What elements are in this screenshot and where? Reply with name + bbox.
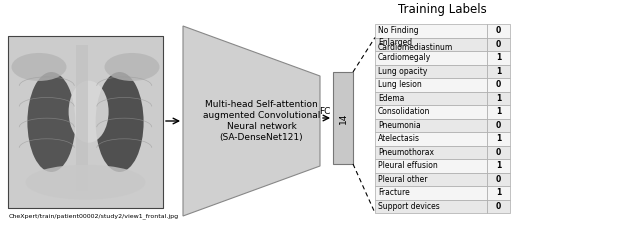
Bar	[375, 78, 487, 92]
Text: Multi-head Self-attention: Multi-head Self-attention	[205, 100, 318, 109]
Text: 1: 1	[496, 94, 501, 103]
Bar	[375, 132, 487, 146]
Text: 1: 1	[496, 188, 501, 197]
Bar	[375, 105, 487, 118]
Bar	[487, 64, 510, 78]
Bar	[375, 186, 487, 199]
Text: 1: 1	[496, 107, 501, 116]
Bar	[375, 24, 487, 38]
Bar	[76, 45, 88, 191]
Bar	[375, 173, 487, 186]
Bar	[487, 159, 510, 173]
Bar	[375, 199, 487, 213]
Bar	[375, 118, 487, 132]
Text: Training Labels: Training Labels	[398, 4, 487, 17]
Text: Pneumothorax: Pneumothorax	[378, 148, 434, 157]
Text: No Finding: No Finding	[378, 26, 419, 35]
Text: Consolidation: Consolidation	[378, 107, 430, 116]
Bar	[375, 38, 487, 51]
Text: Edema: Edema	[378, 94, 404, 103]
Bar	[487, 132, 510, 146]
Text: Cardiomediastinum: Cardiomediastinum	[378, 43, 453, 52]
Bar	[375, 92, 487, 105]
Bar	[375, 159, 487, 173]
Text: 0: 0	[496, 121, 501, 130]
Ellipse shape	[12, 53, 67, 81]
Bar	[487, 173, 510, 186]
Polygon shape	[183, 26, 320, 216]
Text: 1: 1	[496, 161, 501, 170]
Text: Enlarged: Enlarged	[378, 38, 412, 47]
Text: Pleural effusion: Pleural effusion	[378, 161, 438, 170]
Text: (SA-DenseNet121): (SA-DenseNet121)	[220, 133, 303, 142]
Bar	[8, 36, 163, 208]
Bar	[487, 78, 510, 92]
Text: 0: 0	[496, 40, 501, 49]
Bar	[487, 199, 510, 213]
Bar	[487, 92, 510, 105]
Text: 0: 0	[496, 26, 501, 35]
Bar	[333, 72, 353, 164]
Bar	[487, 105, 510, 118]
Text: Lung lesion: Lung lesion	[378, 80, 422, 89]
Text: 0: 0	[496, 80, 501, 89]
Bar	[8, 36, 163, 208]
Text: Pneumonia: Pneumonia	[378, 121, 420, 130]
Text: Atelectasis: Atelectasis	[378, 134, 420, 143]
Ellipse shape	[26, 165, 145, 200]
Text: Neural network: Neural network	[227, 122, 296, 131]
Text: FC: FC	[319, 108, 331, 117]
Bar	[375, 64, 487, 78]
Text: 0: 0	[496, 202, 501, 211]
Text: 1: 1	[496, 134, 501, 143]
Text: CheXpert/train/patient00002/study2/view1_frontal.jpg: CheXpert/train/patient00002/study2/view1…	[9, 213, 179, 219]
Text: 1: 1	[496, 67, 501, 76]
Text: Fracture: Fracture	[378, 188, 410, 197]
Ellipse shape	[28, 72, 76, 172]
Bar	[487, 186, 510, 199]
Text: 1: 1	[496, 53, 501, 62]
Text: augmented Convolutional: augmented Convolutional	[203, 111, 320, 120]
Bar	[487, 51, 510, 64]
Text: 14: 14	[339, 112, 348, 124]
Bar	[375, 146, 487, 159]
Text: Pleural other: Pleural other	[378, 175, 428, 184]
Ellipse shape	[68, 81, 109, 143]
Text: Cardiomegaly: Cardiomegaly	[378, 53, 431, 62]
Ellipse shape	[95, 72, 143, 172]
Text: 0: 0	[496, 148, 501, 157]
Text: 0: 0	[496, 175, 501, 184]
Bar	[487, 118, 510, 132]
Ellipse shape	[104, 53, 159, 81]
Bar	[487, 146, 510, 159]
Text: Support devices: Support devices	[378, 202, 440, 211]
Bar	[375, 51, 487, 64]
Bar	[487, 38, 510, 51]
Text: Lung opacity: Lung opacity	[378, 67, 428, 76]
Bar	[487, 24, 510, 38]
